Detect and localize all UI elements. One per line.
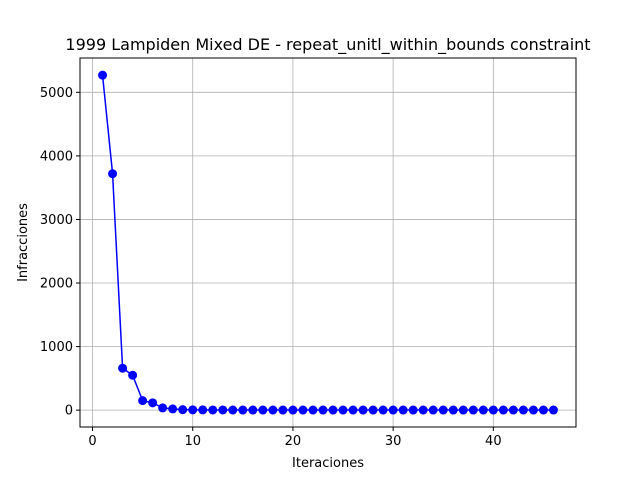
x-tick-label: 40 xyxy=(485,434,502,449)
data-point xyxy=(258,405,268,415)
x-tick-label: 20 xyxy=(285,434,302,449)
data-point xyxy=(298,405,308,415)
data-point xyxy=(98,70,108,80)
data-point xyxy=(408,405,418,415)
x-tick-label: 10 xyxy=(184,434,201,449)
data-point xyxy=(398,405,408,415)
data-point xyxy=(178,405,188,415)
data-point xyxy=(138,396,148,406)
data-point xyxy=(238,405,248,415)
data-point xyxy=(448,405,458,415)
data-point xyxy=(318,405,328,415)
data-point xyxy=(128,370,138,380)
y-tick-label: 0 xyxy=(65,404,73,419)
data-point xyxy=(488,405,498,415)
data-point xyxy=(108,169,118,179)
y-tick-label: 4000 xyxy=(40,149,73,164)
data-point xyxy=(348,405,358,415)
data-point xyxy=(188,405,198,415)
plot-frame xyxy=(79,57,577,428)
x-tick-label: 0 xyxy=(88,434,96,449)
data-point xyxy=(528,405,538,415)
data-point xyxy=(468,405,478,415)
y-tick-label: 5000 xyxy=(40,86,73,101)
data-point xyxy=(198,405,208,415)
y-axis-label: Infracciones xyxy=(16,203,31,282)
data-point xyxy=(498,405,508,415)
data-point xyxy=(308,405,318,415)
data-point xyxy=(508,405,518,415)
data-point xyxy=(168,404,178,414)
data-point xyxy=(338,405,348,415)
x-axis-label: Iteraciones xyxy=(292,456,364,471)
data-point xyxy=(288,405,298,415)
data-point xyxy=(368,405,378,415)
y-tick-label: 2000 xyxy=(40,277,73,292)
data-point xyxy=(458,405,468,415)
data-point xyxy=(478,405,488,415)
data-point xyxy=(428,405,438,415)
data-point xyxy=(378,405,388,415)
y-tick-label: 3000 xyxy=(40,213,73,228)
data-point xyxy=(148,398,158,408)
chart-title: 1999 Lampiden Mixed DE - repeat_unitl_wi… xyxy=(65,35,590,55)
data-point xyxy=(248,405,258,415)
data-point xyxy=(518,405,528,415)
data-point xyxy=(358,405,368,415)
data-point xyxy=(158,403,168,413)
data-point xyxy=(538,405,548,415)
y-tick-label: 1000 xyxy=(40,340,73,355)
x-tick-label: 30 xyxy=(385,434,402,449)
data-point xyxy=(548,405,558,415)
data-point xyxy=(278,405,288,415)
series-line xyxy=(101,75,554,411)
series-layer xyxy=(98,70,558,415)
data-point xyxy=(388,405,398,415)
data-point xyxy=(268,405,278,415)
data-point xyxy=(438,405,448,415)
data-point xyxy=(418,405,428,415)
data-point xyxy=(218,405,228,415)
data-point xyxy=(228,405,238,415)
data-point xyxy=(208,405,218,415)
ticks: 0 10 20 30 40 0 1000 2000 3000 4000 5000 xyxy=(40,86,502,449)
data-point xyxy=(118,363,128,373)
data-point xyxy=(328,405,338,415)
grid xyxy=(80,58,576,427)
